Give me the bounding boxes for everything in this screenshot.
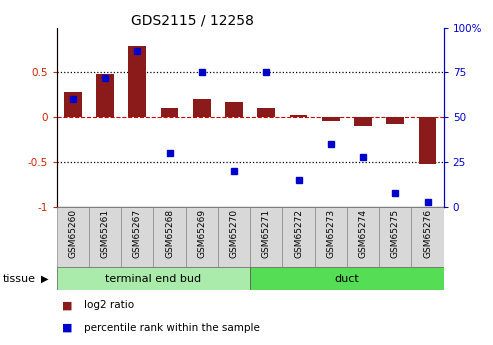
Bar [193, 99, 211, 117]
Bar [89, 207, 121, 267]
Text: GSM65269: GSM65269 [197, 209, 207, 258]
Bar [64, 92, 82, 117]
Text: ■: ■ [62, 300, 72, 310]
Bar [129, 46, 146, 117]
Bar [347, 207, 379, 267]
Bar [419, 117, 436, 164]
Bar [322, 117, 340, 121]
Text: GSM65268: GSM65268 [165, 209, 174, 258]
Text: terminal end bud: terminal end bud [106, 274, 202, 284]
Bar [121, 207, 153, 267]
Bar [387, 117, 404, 124]
Text: log2 ratio: log2 ratio [84, 300, 134, 310]
Text: GSM65275: GSM65275 [391, 209, 400, 258]
Bar [57, 267, 250, 290]
Text: GSM65271: GSM65271 [262, 209, 271, 258]
Bar [153, 207, 186, 267]
Bar [186, 207, 218, 267]
Bar [282, 207, 315, 267]
Text: ■: ■ [62, 323, 72, 333]
Text: duct: duct [335, 274, 359, 284]
Bar [225, 102, 243, 117]
Bar [379, 207, 412, 267]
Bar [315, 207, 347, 267]
Text: GSM65261: GSM65261 [101, 209, 109, 258]
Bar [290, 115, 308, 117]
Text: GSM65270: GSM65270 [230, 209, 239, 258]
Text: GSM65274: GSM65274 [358, 209, 368, 258]
Text: ▶: ▶ [40, 274, 48, 284]
Bar [250, 267, 444, 290]
Text: GSM65276: GSM65276 [423, 209, 432, 258]
Bar [96, 74, 114, 117]
Bar [161, 108, 178, 117]
Bar [250, 207, 282, 267]
Text: percentile rank within the sample: percentile rank within the sample [84, 323, 260, 333]
Text: GSM65267: GSM65267 [133, 209, 142, 258]
Text: GSM65260: GSM65260 [69, 209, 77, 258]
Text: tissue: tissue [2, 274, 35, 284]
Text: GSM65272: GSM65272 [294, 209, 303, 258]
Bar [412, 207, 444, 267]
Text: GDS2115 / 12258: GDS2115 / 12258 [131, 14, 253, 28]
Text: GSM65273: GSM65273 [326, 209, 335, 258]
Bar [257, 108, 275, 117]
Bar [354, 117, 372, 126]
Bar [57, 207, 89, 267]
Bar [218, 207, 250, 267]
